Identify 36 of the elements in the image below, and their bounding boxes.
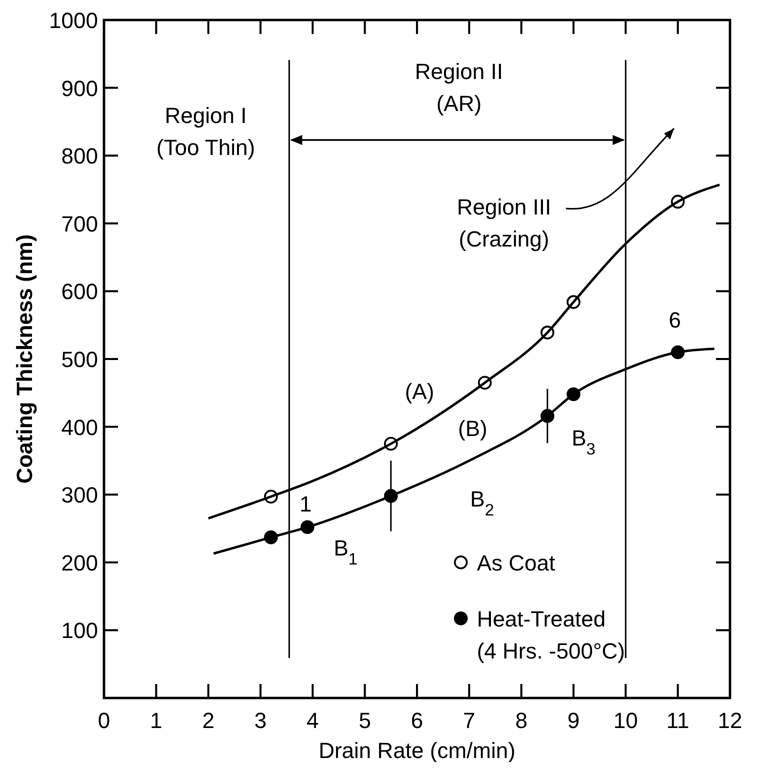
y-tick-label: 100 bbox=[61, 618, 98, 644]
y-tick-label: 800 bbox=[61, 144, 98, 169]
annotation: Region II (AR) bbox=[414, 58, 503, 116]
x-tick-label: 5 bbox=[358, 708, 371, 733]
annotation: 6 bbox=[668, 308, 682, 333]
annotation: Region III (Crazing) bbox=[456, 194, 552, 252]
y-tick-label: 900 bbox=[61, 76, 98, 101]
x-tick-label: 12 bbox=[718, 708, 742, 733]
x-tick-label: 3 bbox=[254, 708, 267, 733]
x-tick-label: 6 bbox=[410, 708, 424, 733]
x-tick-label: 1 bbox=[150, 708, 162, 733]
x-tick-label: 2 bbox=[202, 708, 214, 733]
annotation: 1 bbox=[299, 491, 312, 516]
y-tick-label: 700 bbox=[61, 211, 98, 236]
y-tick-label: 1000 bbox=[49, 8, 98, 33]
annotation: (A) bbox=[404, 378, 434, 404]
x-tick-label: 10 bbox=[613, 708, 638, 733]
y-tick-label: 400 bbox=[61, 414, 98, 440]
x-tick-label: 7 bbox=[463, 708, 476, 733]
x-tick-label: 0 bbox=[98, 708, 110, 733]
y-axis-title: Coating Thickness (nm) bbox=[12, 234, 37, 484]
y-tick-label: 200 bbox=[61, 550, 98, 576]
x-tick-label: 4 bbox=[306, 708, 319, 733]
legend-label: Heat-Treated (4 Hrs. -500°C) bbox=[476, 606, 625, 664]
annotation: B$_{1}$ bbox=[334, 535, 358, 568]
x-tick-label: 11 bbox=[666, 708, 690, 733]
x-tick-label: 9 bbox=[567, 708, 580, 733]
annotation: B$_{2}$ bbox=[470, 486, 494, 520]
legend-label: As Coat bbox=[476, 550, 556, 576]
annotation: B$_{3}$ bbox=[572, 426, 596, 459]
annotation: (B) bbox=[458, 416, 488, 442]
annotation: Region I (Too Thin) bbox=[156, 102, 256, 160]
x-tick-label: 8 bbox=[515, 708, 528, 733]
y-tick-label: 500 bbox=[61, 347, 98, 372]
y-tick-label: 600 bbox=[61, 279, 98, 304]
y-tick-label: 300 bbox=[61, 482, 98, 508]
